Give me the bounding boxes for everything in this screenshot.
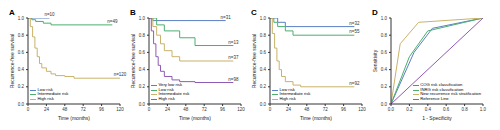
svg-text:24: 24 [44, 107, 50, 112]
svg-text:Recurrence-free survival: Recurrence-free survival [130, 34, 136, 88]
html-text:Intermediate risk: Intermediate risk [279, 91, 311, 97]
svg-text:96: 96 [99, 107, 105, 112]
svg-text:0: 0 [269, 107, 272, 112]
svg-text:Time (months): Time (months) [179, 115, 211, 121]
html-text:INRG risk classification: INRG risk classification [420, 86, 464, 92]
html-text:High risk: High risk [158, 96, 175, 102]
svg-text:0.6: 0.6 [443, 107, 450, 112]
svg-text:0: 0 [27, 107, 30, 112]
svg-text:120: 120 [116, 107, 124, 112]
svg-text:0.4: 0.4 [425, 107, 432, 112]
svg-text:0.0: 0.0 [381, 102, 388, 107]
html-text:Very low risk: Very low risk [158, 81, 182, 87]
svg-text:n=31: n=31 [221, 15, 232, 20]
svg-text:72: 72 [81, 107, 87, 112]
svg-text:0.0: 0.0 [18, 102, 25, 107]
svg-text:Sensitivity: Sensitivity [372, 49, 378, 72]
svg-text:n=37: n=37 [228, 55, 239, 60]
svg-text:n=98: n=98 [228, 77, 239, 82]
html-text:High risk: High risk [279, 96, 296, 102]
svg-text:n=120: n=120 [114, 72, 127, 77]
svg-text:0.2: 0.2 [406, 107, 413, 112]
svg-text:72: 72 [202, 107, 208, 112]
svg-text:48: 48 [183, 107, 189, 112]
svg-text:1.0: 1.0 [18, 16, 25, 21]
html-text:B: B [130, 8, 136, 17]
svg-text:0.6: 0.6 [260, 50, 267, 55]
svg-text:0.0: 0.0 [260, 102, 267, 107]
svg-text:Time (months): Time (months) [300, 115, 332, 121]
svg-text:0.8: 0.8 [260, 33, 267, 38]
svg-text:0.4: 0.4 [381, 67, 388, 72]
html-text:Reference Line: Reference Line [420, 96, 449, 102]
svg-text:96: 96 [341, 107, 347, 112]
svg-text:0.2: 0.2 [381, 84, 388, 89]
svg-text:0.0: 0.0 [139, 102, 146, 107]
svg-text:0.8: 0.8 [139, 33, 146, 38]
svg-text:1 - Specificity: 1 - Specificity [422, 115, 452, 121]
svg-text:0.8: 0.8 [461, 107, 468, 112]
html-text:Low risk: Low risk [158, 86, 174, 92]
html-text:Low risk: Low risk [279, 86, 295, 92]
svg-text:n=49: n=49 [107, 19, 118, 24]
svg-text:Time (months): Time (months) [58, 115, 90, 121]
svg-text:0.6: 0.6 [139, 50, 146, 55]
svg-text:72: 72 [323, 107, 329, 112]
svg-text:24: 24 [165, 107, 171, 112]
svg-text:0.4: 0.4 [139, 67, 146, 72]
html-text:Low risk: Low risk [37, 86, 53, 92]
html-text:Intermediate risk: Intermediate risk [37, 91, 69, 97]
svg-text:1.0: 1.0 [139, 16, 146, 21]
svg-text:0.6: 0.6 [18, 50, 25, 55]
html-text:D: D [372, 8, 378, 17]
svg-text:0.0: 0.0 [388, 107, 395, 112]
svg-text:0.2: 0.2 [260, 84, 267, 89]
svg-text:n=32: n=32 [349, 21, 360, 26]
svg-text:1.0: 1.0 [260, 16, 267, 21]
svg-text:0: 0 [148, 107, 151, 112]
svg-text:1.0: 1.0 [480, 107, 487, 112]
svg-text:1.0: 1.0 [381, 16, 388, 21]
html-text:New recurrence risk stratifica: New recurrence risk stratification [420, 91, 481, 97]
svg-text:n=10: n=10 [44, 12, 55, 17]
svg-text:0.6: 0.6 [381, 50, 388, 55]
svg-text:0.4: 0.4 [18, 67, 25, 72]
html-text:COG risk classification: COG risk classification [420, 81, 463, 87]
svg-text:48: 48 [304, 107, 310, 112]
html-text:C: C [251, 8, 257, 17]
svg-text:0.8: 0.8 [18, 33, 25, 38]
svg-text:120: 120 [358, 107, 366, 112]
html-text:Intermediate risk: Intermediate risk [158, 91, 190, 97]
svg-text:0.4: 0.4 [260, 67, 267, 72]
svg-text:0.2: 0.2 [18, 84, 25, 89]
svg-text:0.2: 0.2 [139, 84, 146, 89]
svg-text:Recurrence-free survival: Recurrence-free survival [9, 34, 15, 88]
svg-text:n=92: n=92 [349, 81, 360, 86]
html-text:High risk: High risk [37, 96, 54, 102]
svg-text:48: 48 [62, 107, 68, 112]
svg-text:n=55: n=55 [349, 29, 360, 34]
svg-text:n=13: n=13 [228, 40, 239, 45]
svg-text:24: 24 [286, 107, 292, 112]
svg-text:Recurrence-free survival: Recurrence-free survival [251, 34, 257, 88]
svg-text:120: 120 [237, 107, 245, 112]
svg-text:0.8: 0.8 [381, 33, 388, 38]
html-text:A: A [9, 8, 15, 17]
svg-text:96: 96 [220, 107, 226, 112]
